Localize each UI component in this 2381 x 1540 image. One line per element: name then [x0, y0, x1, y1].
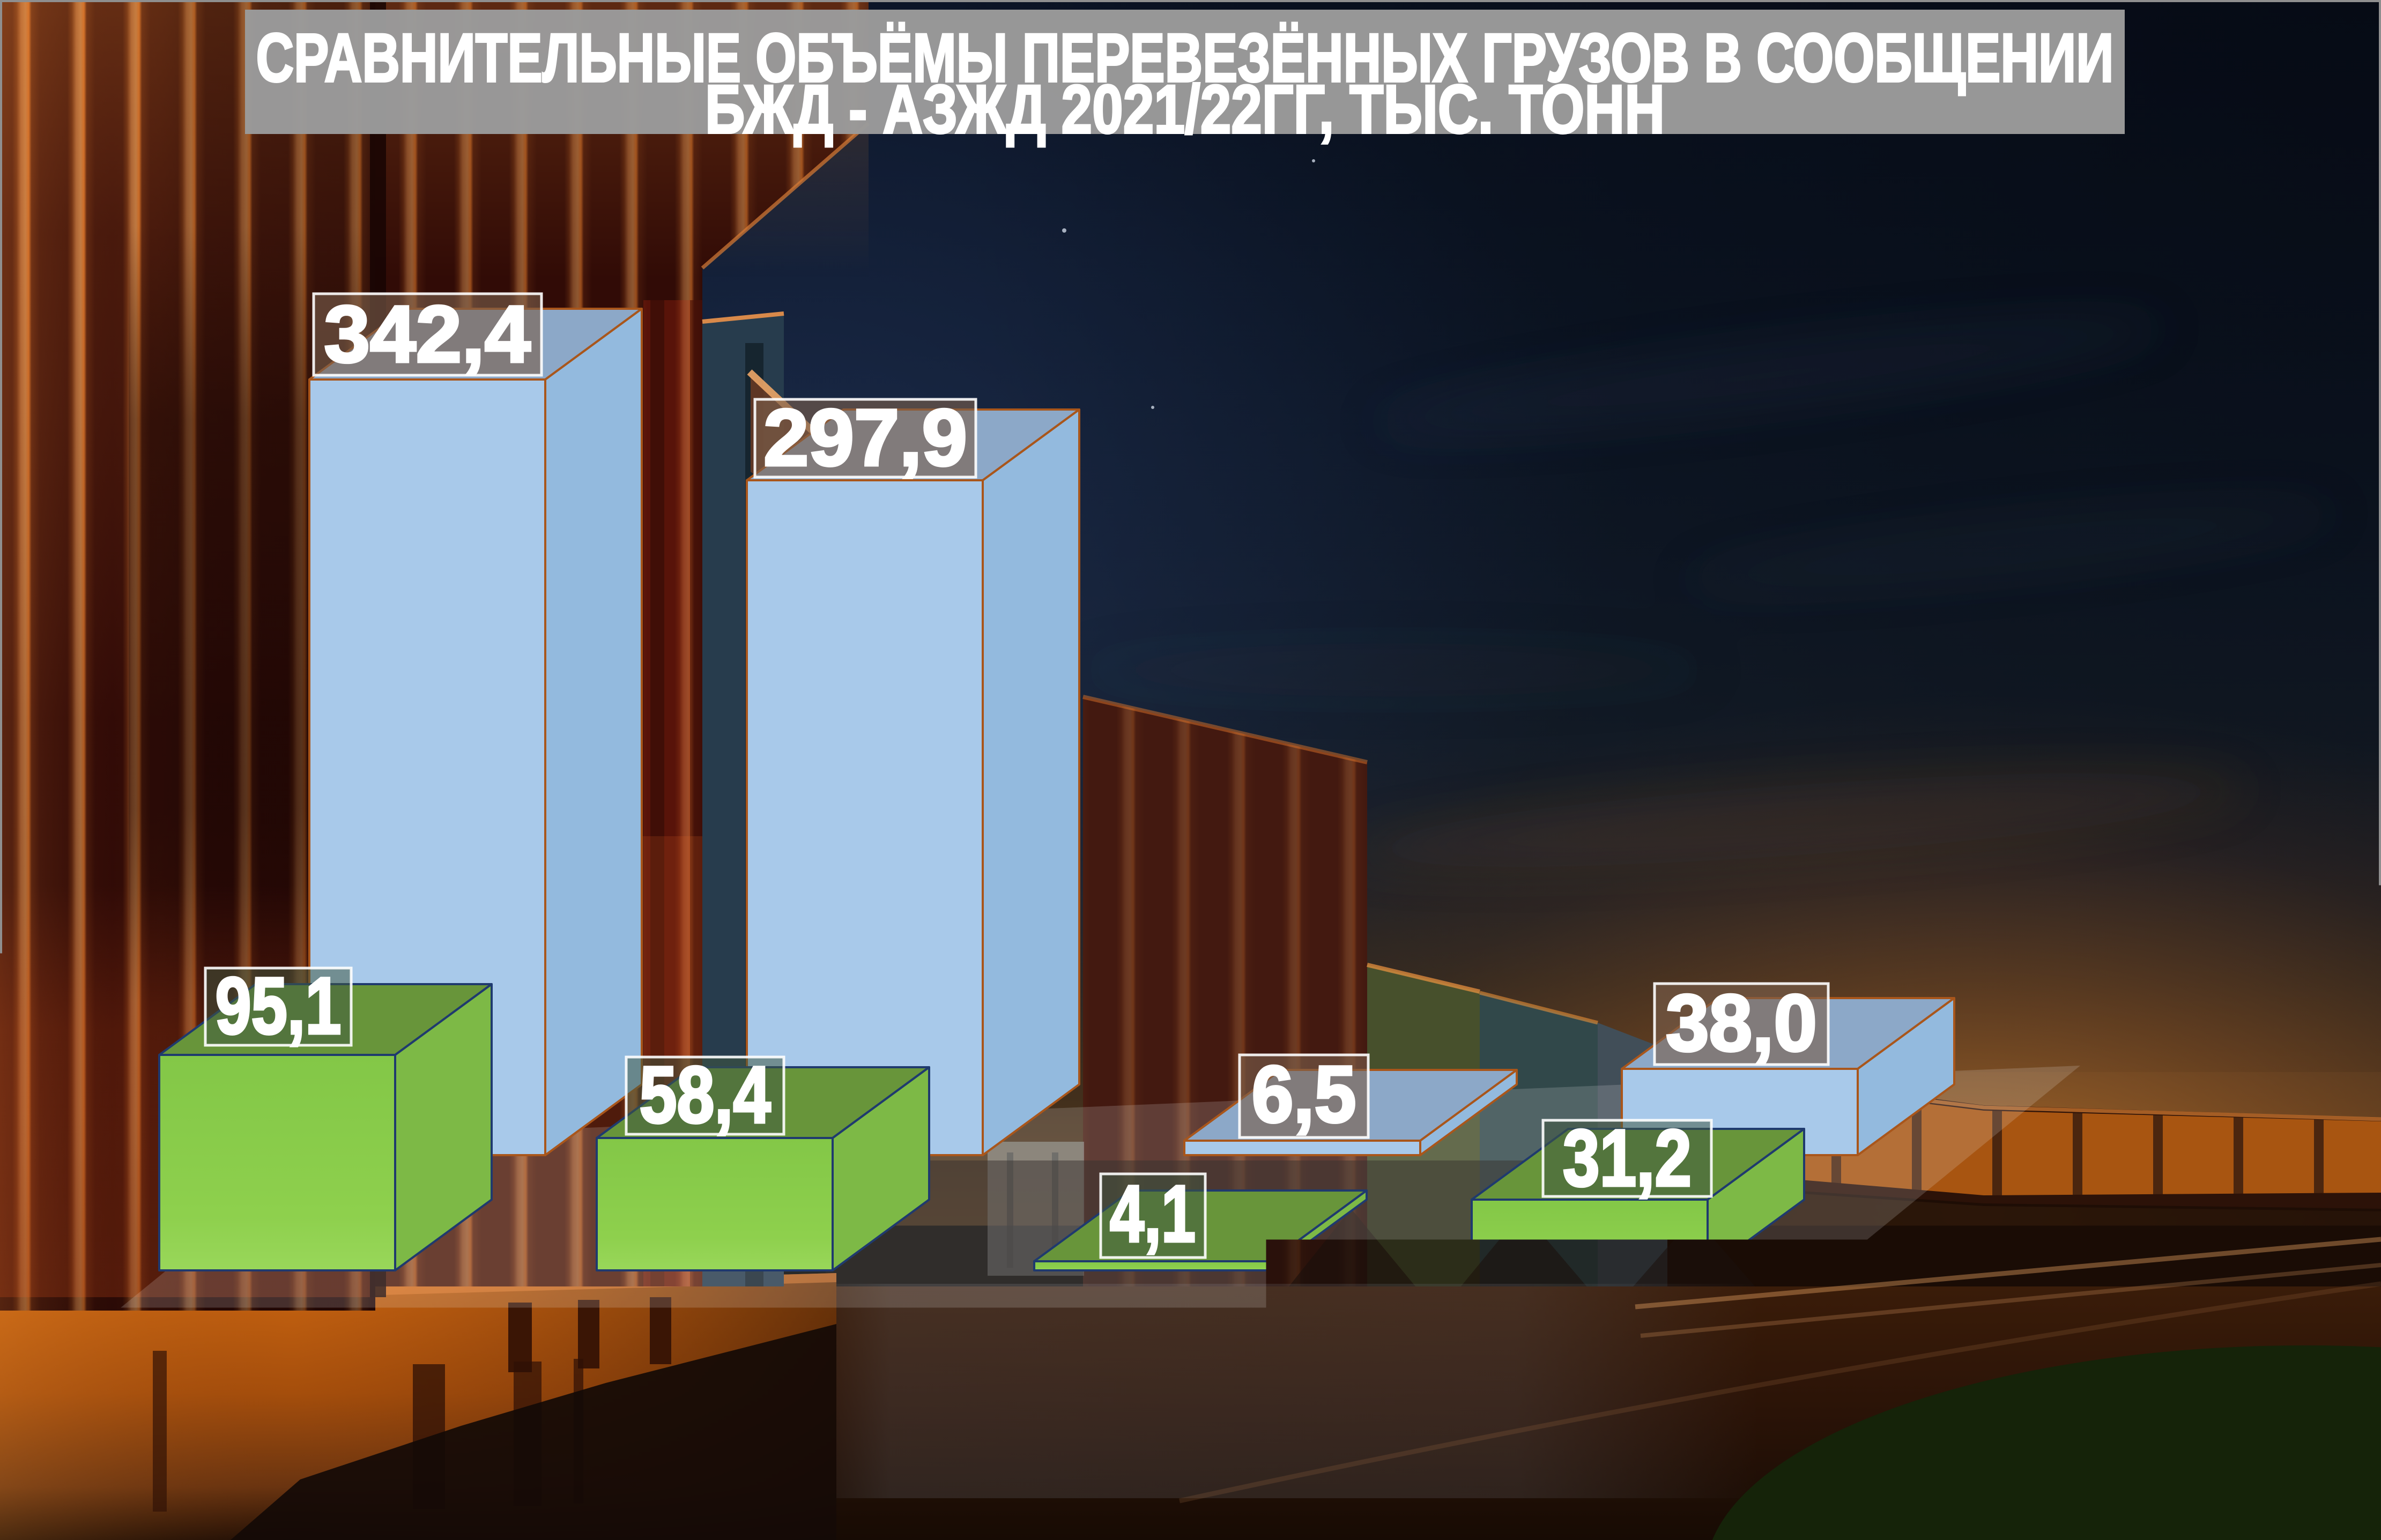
- svg-text:БЖД - АЗЖД 2021/22ГГ, ТЫС. ТОН: БЖД - АЗЖД 2021/22ГГ, ТЫС. ТОНН: [705, 71, 1665, 148]
- svg-text:БЖД с/на АЗЖД: БЖД с/на АЗЖД: [1392, 1359, 1784, 1422]
- svg-text:31,2: 31,2: [1563, 1113, 1692, 1203]
- svg-text:2022 год: 2022 год: [2066, 1092, 2303, 1152]
- svg-text:297,9: 297,9: [763, 392, 967, 482]
- svg-text:АЗЖД: АЗЖД: [174, 1359, 327, 1422]
- svg-text:4,1: 4,1: [1110, 1169, 1196, 1259]
- svg-text:Вывоз с БЖД: Вывоз с БЖД: [536, 1308, 852, 1371]
- svg-text:38,0: 38,0: [1666, 978, 1817, 1068]
- svg-text:58,4: 58,4: [640, 1050, 771, 1140]
- svg-text:342,4: 342,4: [324, 289, 531, 379]
- svg-text:2021 год: 2021 год: [1915, 1204, 2135, 1264]
- svg-text:95,1: 95,1: [216, 961, 342, 1051]
- svg-text:Ввоз на БЖД: Ввоз на БЖД: [978, 1308, 1279, 1371]
- svg-text:6,5: 6,5: [1252, 1049, 1356, 1139]
